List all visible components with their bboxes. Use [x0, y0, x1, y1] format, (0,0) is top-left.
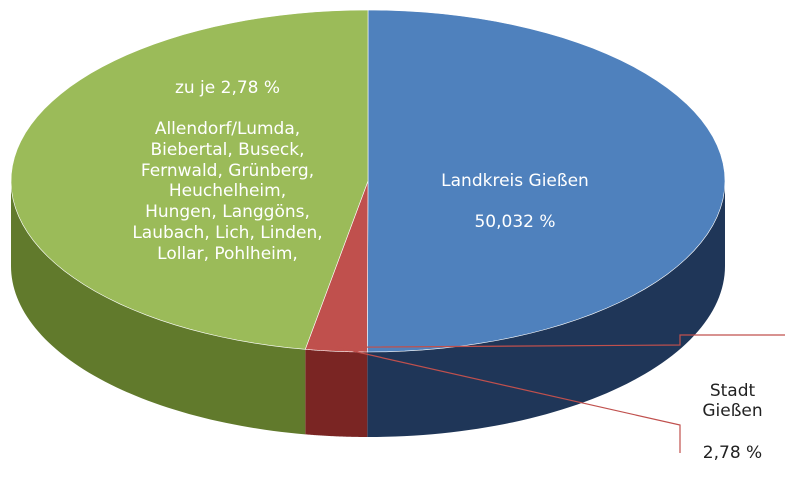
page: {"chart_data": {"type": "pie3d", "catego…	[10, 9, 785, 463]
slice-label: Landkreis Gießen 50,032 %	[400, 150, 630, 254]
slice	[10, 9, 369, 350]
slice-side	[305, 349, 368, 437]
leader-line	[336, 346, 681, 453]
value-label: 2,78 %	[702, 442, 763, 463]
leader-line	[336, 334, 785, 348]
chart	[10, 9, 785, 453]
annotation: zu je 2,78 %	[174, 77, 281, 98]
category-label: Stadt Gießen	[702, 380, 763, 422]
category-label: Landkreis Gießen	[441, 170, 589, 191]
slice-side	[11, 181, 306, 435]
slice-label: zu je 2,78 % Allendorf/Lumda, Biebertal,…	[95, 57, 360, 285]
slice-side	[367, 181, 725, 437]
category-label: Allendorf/Lumda, Biebertal, Buseck, Fern…	[132, 119, 323, 264]
value-label: 50,032 %	[474, 212, 556, 233]
slice-label: Stadt Gießen 2,78 %	[685, 360, 780, 484]
slice	[366, 9, 726, 353]
